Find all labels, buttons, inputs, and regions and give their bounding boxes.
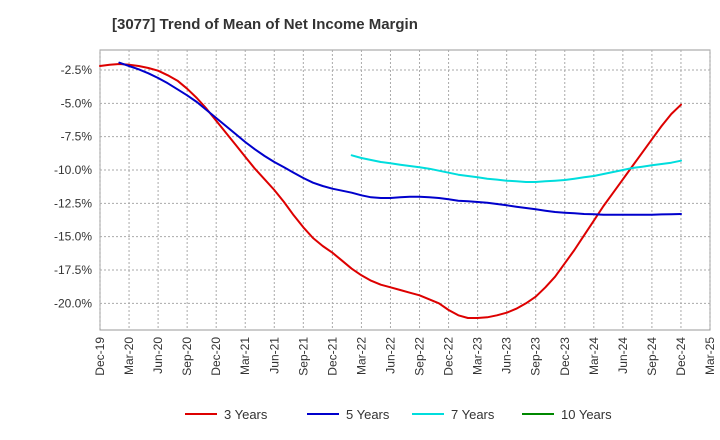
x-tick-label: Mar-24 bbox=[587, 337, 601, 375]
x-tick-label: Sep-23 bbox=[529, 337, 543, 376]
legend-label: 7 Years bbox=[451, 407, 495, 422]
x-tick-label: Sep-22 bbox=[413, 337, 427, 376]
x-tick-label: Jun-21 bbox=[267, 337, 281, 374]
series-line-3-years bbox=[99, 63, 682, 319]
y-tick-label: -12.5% bbox=[54, 196, 92, 210]
x-tick-label: Dec-20 bbox=[209, 337, 223, 376]
x-tick-label: Mar-22 bbox=[354, 337, 368, 375]
x-tick-label: Jun-22 bbox=[383, 337, 397, 374]
x-tick-label: Jun-24 bbox=[616, 337, 630, 374]
y-tick-label: -5.0% bbox=[61, 96, 93, 110]
x-tick-label: Jun-20 bbox=[151, 337, 165, 374]
x-tick-label: Sep-24 bbox=[645, 337, 659, 376]
x-tick-label: Mar-21 bbox=[238, 337, 252, 375]
x-tick-label: Mar-20 bbox=[122, 337, 136, 375]
y-tick-label: -2.5% bbox=[61, 63, 93, 77]
chart-title: [3077] Trend of Mean of Net Income Margi… bbox=[112, 16, 418, 33]
x-tick-label: Dec-23 bbox=[558, 337, 572, 376]
x-tick-label: Dec-24 bbox=[674, 337, 688, 376]
x-tick-label: Dec-22 bbox=[442, 337, 456, 376]
x-tick-label: Mar-25 bbox=[703, 337, 717, 375]
y-tick-label: -20.0% bbox=[54, 296, 92, 310]
series-line-7-years bbox=[350, 154, 682, 183]
x-axis-ticks: Dec-19 Mar-20 Jun-20 Sep-20 Dec-20 Mar-21 Jun-… bbox=[93, 337, 717, 376]
x-tick-label: Sep-20 bbox=[180, 337, 194, 376]
y-axis-ticks: -2.5% -5.0% -7.5% -10.0% -12.5% -15.0% -17.5% -… bbox=[54, 63, 92, 310]
x-tick-label: Jun-23 bbox=[500, 337, 514, 374]
y-tick-label: -10.0% bbox=[54, 163, 92, 177]
y-tick-label: -17.5% bbox=[54, 263, 92, 277]
y-tick-label: -15.0% bbox=[54, 230, 92, 244]
x-tick-label: Sep-21 bbox=[296, 337, 310, 376]
legend-label: 10 Years bbox=[561, 407, 612, 422]
x-tick-label: Dec-19 bbox=[93, 337, 107, 376]
legend-label: 5 Years bbox=[346, 407, 390, 422]
legend-label: 3 Years bbox=[224, 407, 268, 422]
series-layer bbox=[99, 61, 682, 319]
y-tick-label: -7.5% bbox=[61, 130, 93, 144]
legend: 3 Years 5 Years 7 Years 10 Years bbox=[185, 407, 612, 422]
x-tick-label: Dec-21 bbox=[325, 337, 339, 376]
series-line-5-years bbox=[118, 61, 682, 216]
x-tick-label: Mar-23 bbox=[471, 337, 485, 375]
